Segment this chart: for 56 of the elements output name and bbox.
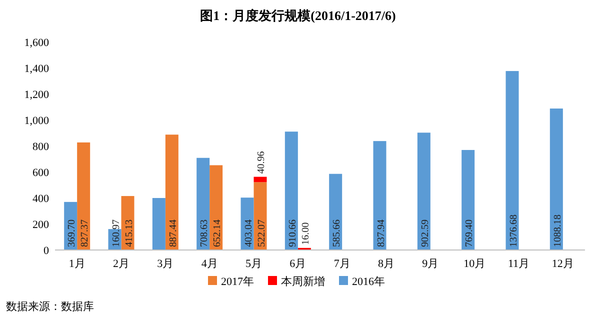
data-label: 769.40 bbox=[464, 220, 476, 247]
data-label: 827.37 bbox=[80, 220, 91, 247]
x-tick-label: 3月 bbox=[157, 258, 174, 270]
x-tick-label: 2月 bbox=[113, 258, 130, 270]
bar bbox=[254, 176, 267, 182]
y-tick-label: 800 bbox=[32, 141, 50, 153]
bar bbox=[506, 71, 519, 250]
y-tick-label: 1,600 bbox=[24, 37, 50, 49]
x-tick-label: 12月 bbox=[552, 258, 574, 270]
y-tick-label: 1,200 bbox=[24, 89, 50, 101]
y-tick-label: 400 bbox=[32, 193, 50, 205]
legend-label: 2016年 bbox=[352, 276, 385, 288]
data-label: 160.97 bbox=[110, 220, 122, 247]
chart-title: 图1：月度发行规模(2016/1-2017/6) bbox=[200, 8, 396, 23]
bar bbox=[462, 150, 475, 250]
bar bbox=[373, 141, 386, 250]
data-label: 910.66 bbox=[287, 220, 298, 247]
bar bbox=[550, 108, 563, 250]
y-tick-label: 0 bbox=[44, 245, 50, 257]
data-label: 40.96 bbox=[256, 151, 268, 174]
data-label: 522.07 bbox=[256, 220, 268, 247]
x-tick-label: 8月 bbox=[378, 258, 394, 270]
x-tick-label: 10月 bbox=[464, 258, 486, 270]
data-label: 403.04 bbox=[243, 220, 254, 247]
data-label: 708.63 bbox=[199, 220, 210, 247]
bar bbox=[77, 142, 90, 250]
y-tick-label: 600 bbox=[32, 167, 50, 179]
data-label: 887.44 bbox=[168, 220, 179, 247]
data-label: 902.59 bbox=[420, 220, 431, 247]
legend-label: 2017年 bbox=[221, 276, 254, 288]
data-label: 1088.18 bbox=[552, 214, 564, 247]
bar bbox=[165, 134, 178, 250]
legend-label: 本周新增 bbox=[281, 275, 325, 288]
bar bbox=[417, 132, 430, 250]
y-tick-label: 200 bbox=[32, 219, 50, 231]
bar bbox=[210, 165, 223, 250]
y-tick-label: 1,400 bbox=[24, 63, 50, 75]
bar bbox=[196, 158, 210, 250]
x-tick-label: 4月 bbox=[201, 258, 218, 270]
y-tick-label: 1,000 bbox=[24, 115, 50, 127]
bar bbox=[152, 198, 166, 250]
data-label: 1376.68 bbox=[508, 214, 520, 247]
data-label: 585.66 bbox=[332, 220, 343, 247]
x-tick-label: 5月 bbox=[246, 258, 262, 270]
x-tick-label: 1月 bbox=[68, 258, 86, 270]
data-label: 652.14 bbox=[212, 220, 224, 247]
data-label: 16.00 bbox=[300, 222, 312, 245]
bar bbox=[284, 132, 298, 250]
x-tick-label: 11月 bbox=[508, 258, 530, 270]
data-label: 369.70 bbox=[66, 220, 78, 247]
x-tick-label: 7月 bbox=[334, 258, 350, 270]
x-tick-label: 6月 bbox=[290, 258, 306, 270]
data-label: 837.94 bbox=[376, 220, 387, 247]
data-label: 415.13 bbox=[124, 220, 135, 247]
x-tick-label: 9月 bbox=[422, 258, 439, 270]
source-note: 数据来源：数据库 bbox=[6, 300, 94, 313]
